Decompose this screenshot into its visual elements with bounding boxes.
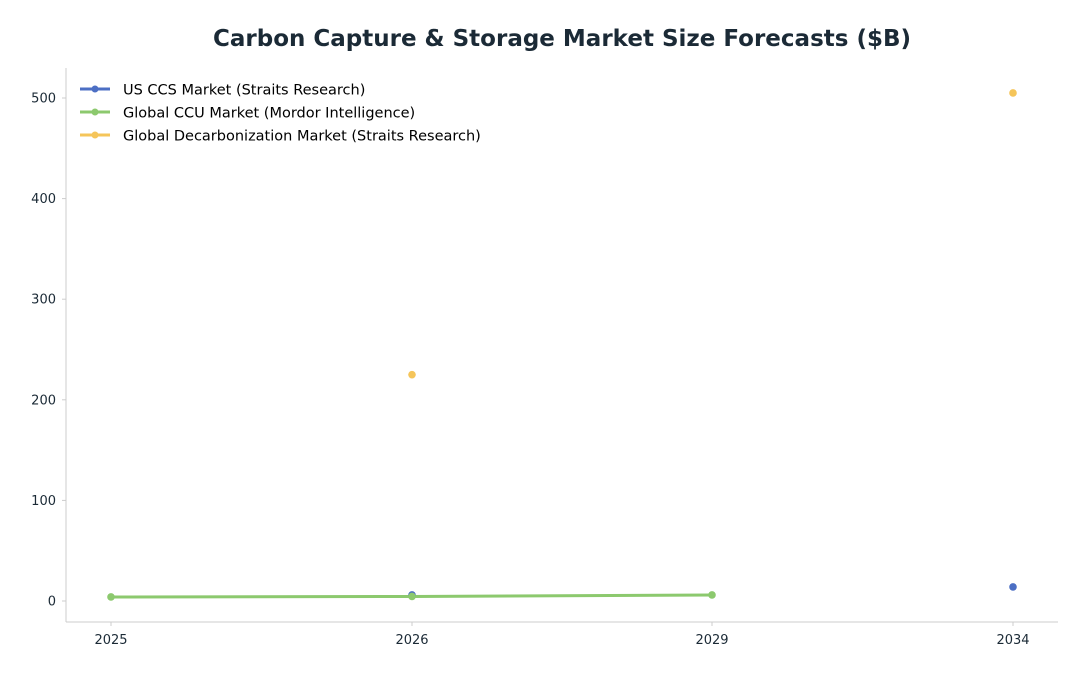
y-tick-label: 300 xyxy=(31,293,56,308)
x-tick-label: 2034 xyxy=(996,633,1029,648)
legend-swatch-marker xyxy=(91,131,99,139)
chart-title: Carbon Capture & Storage Market Size For… xyxy=(212,26,912,52)
series-3-point xyxy=(408,370,416,379)
series-2-point xyxy=(708,591,716,599)
legend-swatch-marker xyxy=(91,85,99,93)
x-tick-label: 2029 xyxy=(695,633,728,648)
series-2-line xyxy=(410,593,714,598)
legend-swatch-marker xyxy=(91,108,99,116)
y-tick-label: 100 xyxy=(31,494,56,509)
series-2-point xyxy=(107,593,115,601)
series-3-point xyxy=(1009,89,1017,97)
series-1-point xyxy=(1009,583,1017,591)
legend-label: Global Decarbonization Market (Straits R… xyxy=(123,129,481,145)
series-2-line xyxy=(109,594,414,599)
y-tick-label: 500 xyxy=(31,92,56,107)
x-tick-label: 2026 xyxy=(395,633,428,648)
series-2-point xyxy=(408,592,416,601)
y-tick-label: 400 xyxy=(31,192,56,207)
y-tick-label: 0 xyxy=(48,595,56,610)
y-tick-label: 200 xyxy=(31,393,56,408)
legend-label: US CCS Market (Straits Research) xyxy=(123,83,365,99)
x-tick-label: 2025 xyxy=(94,633,127,648)
legend-label: Global CCU Market (Mordor Intelligence) xyxy=(123,106,415,122)
